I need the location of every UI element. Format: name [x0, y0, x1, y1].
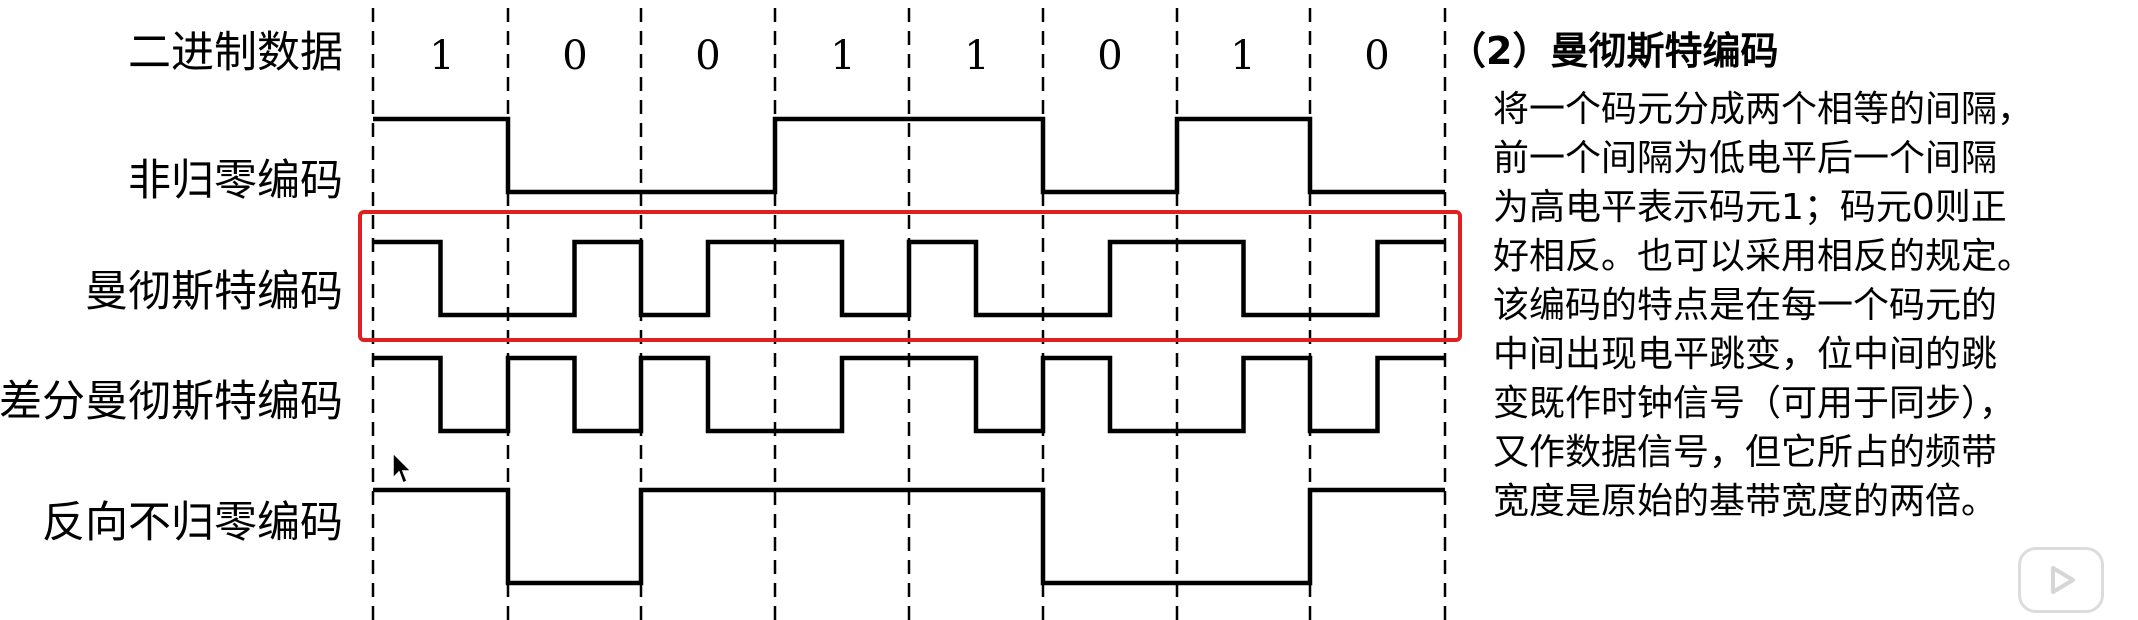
waveform-diff-manchester [373, 355, 1445, 434]
waveform-manchester [373, 239, 1445, 318]
bit-value: 1 [964, 33, 990, 79]
bit-value: 0 [1097, 33, 1123, 79]
label-nrz: 非归零编码 [128, 156, 343, 206]
play-button[interactable] [2018, 547, 2104, 613]
panel-heading: （2）曼彻斯特编码 [1448, 29, 1779, 73]
bit-value: 1 [830, 33, 856, 79]
waveform-nrzi [373, 487, 1445, 586]
bit-value: 0 [562, 33, 588, 79]
play-button-icon [2051, 566, 2075, 594]
label-nrzi: 反向不归零编码 [42, 498, 343, 548]
label-manchester: 曼彻斯特编码 [85, 267, 343, 317]
waveform-nrz [373, 116, 1445, 195]
bit-value: 0 [695, 33, 721, 79]
waveforms [373, 116, 1445, 586]
label-binary-data: 二进制数据 [128, 28, 343, 78]
highlight-box [358, 210, 1462, 342]
bit-value: 0 [1364, 33, 1390, 79]
panel-body-text: 将一个码元分成两个相等的间隔， 前一个间隔为低电平后一个间隔 为高电平表示码元1… [1493, 89, 2034, 522]
bit-value: 1 [1230, 33, 1256, 79]
bit-value: 1 [429, 33, 455, 79]
description-panel: （2）曼彻斯特编码 将一个码元分成两个相等的间隔， 前一个间隔为低电平后一个间隔… [1448, 20, 2108, 526]
label-diff-manchester: 差分曼彻斯特编码 [0, 377, 343, 427]
mouse-pointer-icon [392, 452, 413, 485]
